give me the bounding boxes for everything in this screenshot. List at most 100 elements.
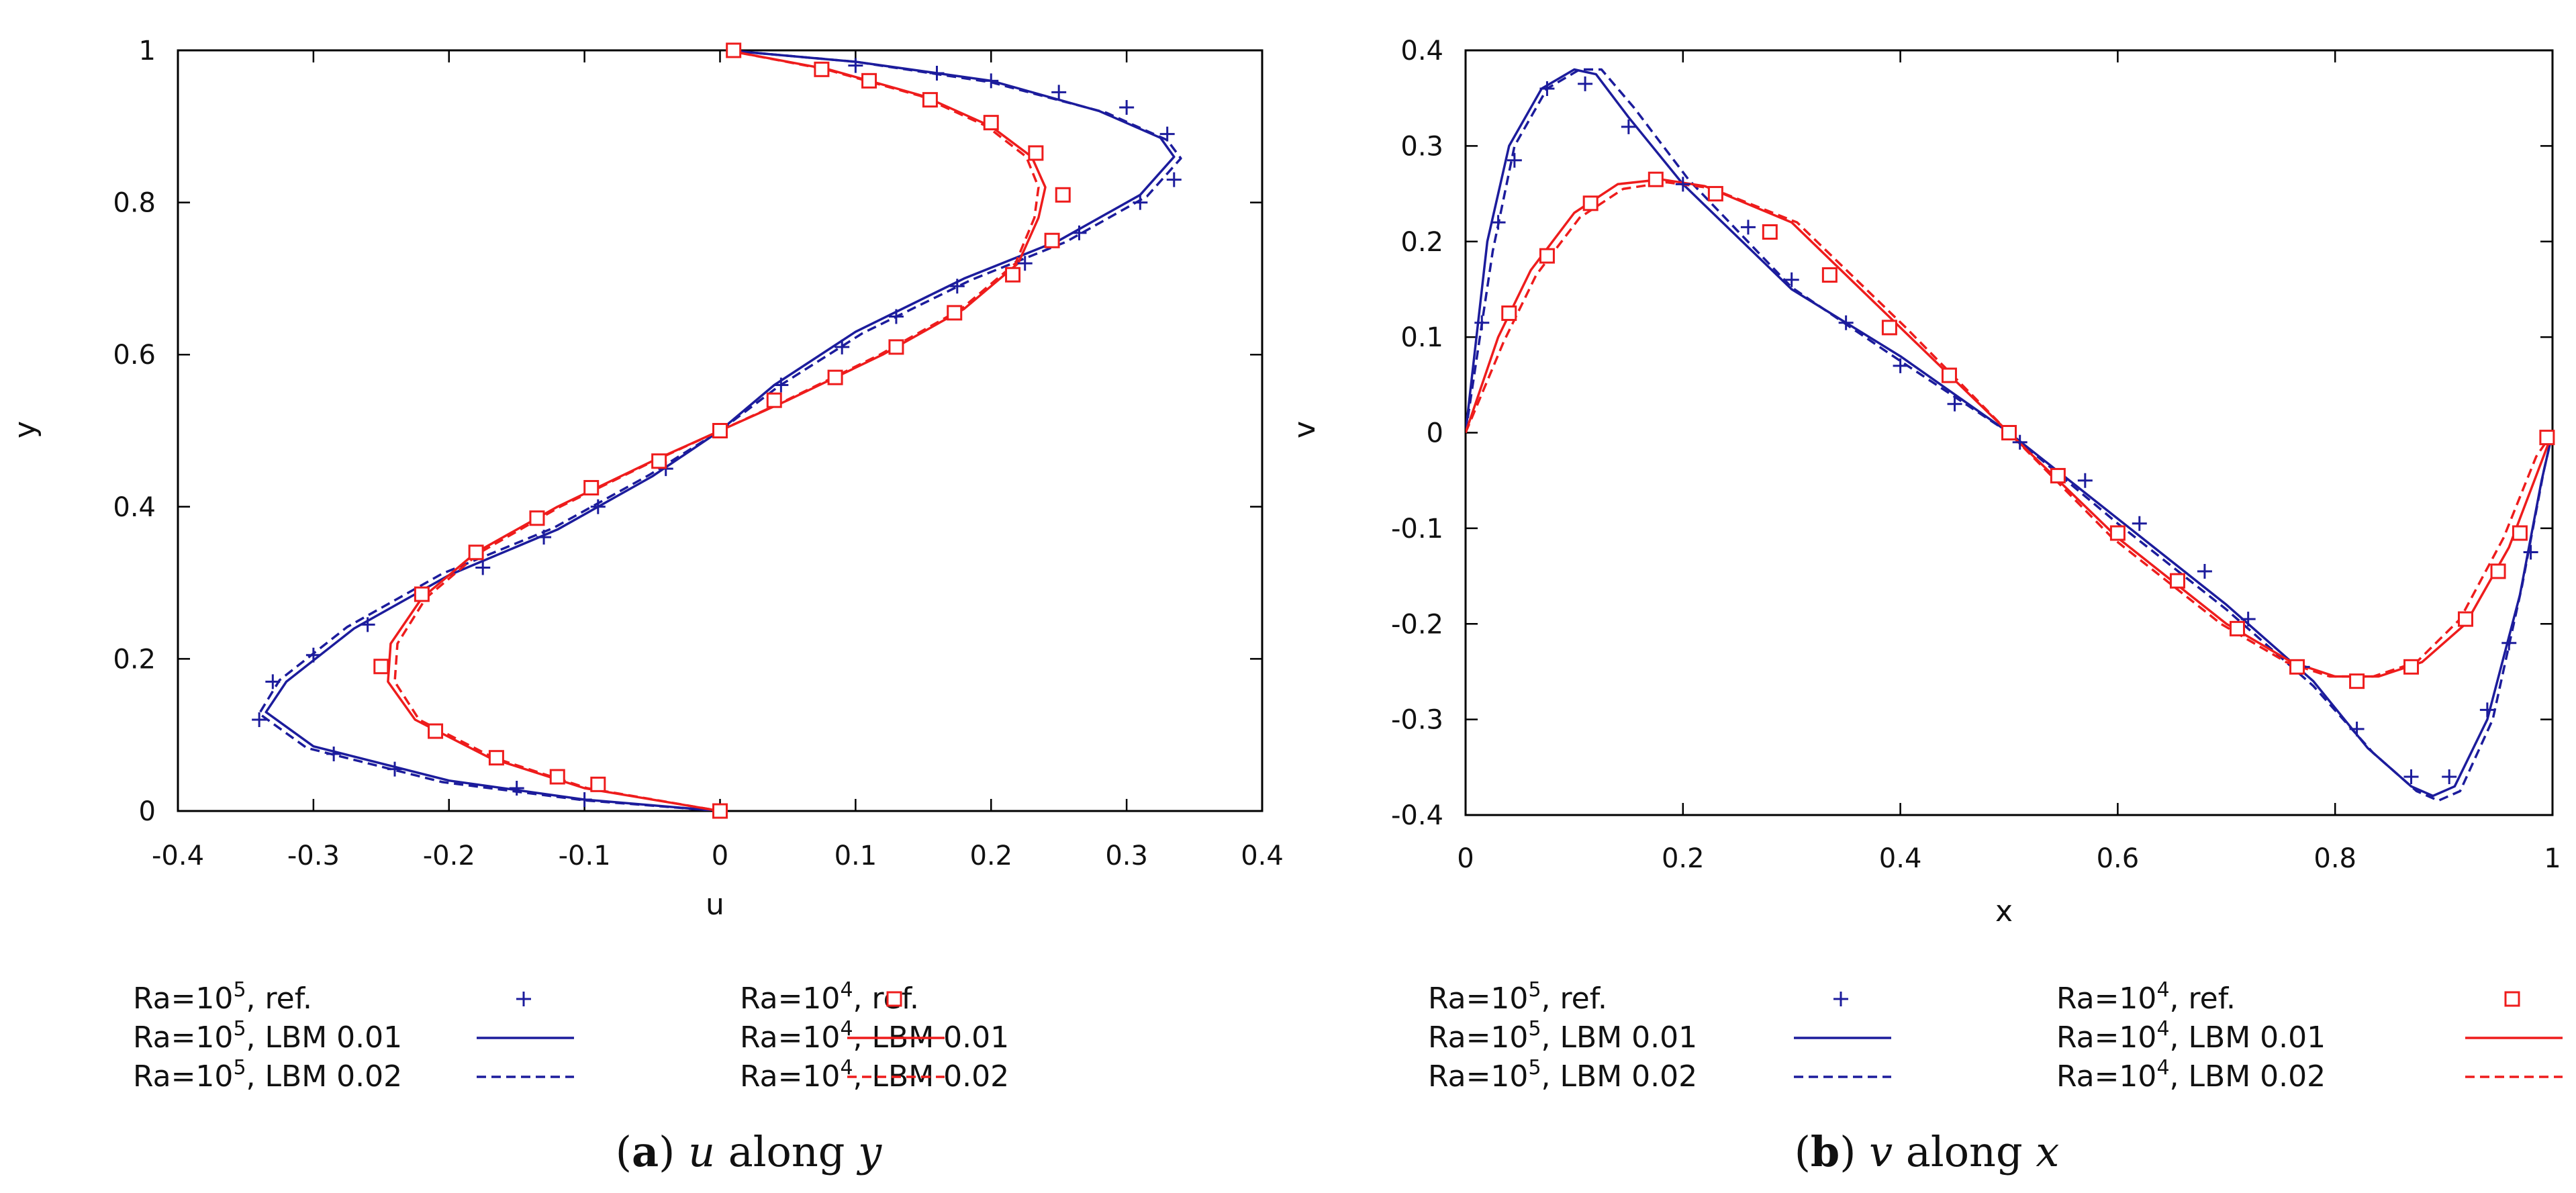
- legend-prefix: Ra=10: [740, 982, 840, 1016]
- x-tick-label: 0.8: [2313, 843, 2356, 874]
- series-ra-10-4-ref--point: [590, 776, 606, 792]
- legend-prefix: Ra=10: [133, 982, 233, 1016]
- series-ra-10-5-ref--point: [1051, 85, 1067, 100]
- series-ra-10-5-ref--point: [1947, 396, 1962, 412]
- caption-label: a: [632, 1127, 659, 1176]
- legend-exponent: 4: [2156, 1056, 2169, 1080]
- series-ra-10-4-ref--point: [2403, 659, 2420, 675]
- series-ra-10-5-ref--point: [984, 73, 999, 89]
- series-ra-10-5-ref--point: [1119, 99, 1135, 115]
- legend-suffix: , ref.: [1541, 982, 1607, 1016]
- x-tick-label: 0.2: [969, 841, 1012, 871]
- series-ra-10-4-ref--point: [888, 339, 904, 355]
- series-ra-10-5-lbm-0-02-line: [258, 50, 1182, 811]
- series-ra-10-4-ref--point: [827, 369, 843, 385]
- y-tick-label: -0.4: [1391, 800, 1443, 831]
- series-ra-10-5-ref--point: [1071, 225, 1087, 240]
- y-tick-label: -0.2: [1391, 609, 1443, 640]
- legend-suffix: , LBM 0.02: [853, 1059, 1010, 1094]
- series-ra-10-5-ref--point: [1838, 315, 1854, 330]
- series-ra-10-5-ref--point: [475, 560, 491, 575]
- series-ra-10-5-ref--point: [1166, 172, 1182, 187]
- series-ra-10-4-ref--point: [2539, 430, 2555, 446]
- legend-prefix: Ra=10: [740, 1020, 840, 1055]
- series-ra-10-4-lbm-0-02-line: [393, 50, 1040, 811]
- series-ra-10-5-lbm-0-01-line: [265, 50, 1176, 811]
- series-ra-10-4-ref--point: [549, 769, 565, 785]
- series-ra-10-5-ref--point: [2197, 563, 2212, 579]
- series-ra-10-5-ref--point: [773, 377, 789, 393]
- series-ra-10-4-lbm-0-01-line: [1466, 178, 2553, 678]
- series-ra-10-4-ref--point: [428, 723, 444, 739]
- series-ra-10-4-ref--point: [1005, 267, 1021, 283]
- series-ra-10-4-ref--point: [1582, 195, 1599, 211]
- legend-label: Ra=104, ref.: [2056, 978, 2236, 1016]
- panel-a-u-along-y: -0.4 -0.3 -0.2 -0.1 0 0.1 0.2 0.3 0.4 0 0.2 0.4 0.6 0…: [8, 36, 1284, 1176]
- panel-caption: (b) v along x: [1795, 1127, 2060, 1176]
- legend-suffix: , LBM 0.02: [246, 1059, 403, 1094]
- panel-b-v-along-x: 0 0.2 0.4 0.6 0.8 1 -0.4 -0.3 -0.2 -0.1 0 0.1 0.2 0.3…: [1288, 36, 2563, 1176]
- legend-square-symbol: [886, 991, 902, 1007]
- x-tick-label: 0.4: [1241, 841, 1284, 871]
- legend-suffix: , LBM 0.01: [2170, 1020, 2326, 1055]
- series-ra-10-5-ref--point: [265, 674, 281, 689]
- series-ra-10-5-ref--point: [1675, 177, 1690, 192]
- y-tick-label: -0.3: [1391, 705, 1443, 736]
- series-ra-10-5-ref--point: [1539, 81, 1555, 96]
- y-tick-label: 0.6: [113, 340, 156, 371]
- series-ra-10-4-ref--point: [1055, 187, 1071, 203]
- legend-suffix: , LBM 0.01: [1541, 1020, 1698, 1055]
- series-ra-10-4-ref--point: [1821, 267, 1838, 283]
- x-tick-label: 0.6: [2097, 843, 2140, 874]
- legend-exponent: 5: [1528, 1017, 1541, 1041]
- caption-open-paren: (: [616, 1127, 632, 1176]
- panel-caption: (a) u along y: [616, 1127, 882, 1176]
- series-ra-10-5-ref--point: [1017, 256, 1033, 271]
- series-ra-10-5-ref--point: [1490, 215, 1506, 230]
- caption-open-paren: (: [1795, 1127, 1811, 1176]
- series-ra-10-5-ref--point: [1784, 272, 1799, 287]
- y-tick-label: 0.8: [113, 188, 156, 219]
- legend-label: Ra=105, ref.: [1428, 978, 1607, 1016]
- legend-label: Ra=105, LBM 0.02: [133, 1056, 402, 1094]
- series-ra-10-5-ref--point: [848, 58, 863, 73]
- legend-label: Ra=104, LBM 0.02: [740, 1056, 1009, 1094]
- y-tick-label: 0: [139, 796, 156, 827]
- series-ra-10-5-ref--point: [888, 309, 904, 324]
- series-ra-10-4-ref--point: [1648, 171, 1664, 187]
- caption-axis: y: [856, 1127, 882, 1176]
- y-axis-label: v: [1288, 421, 1322, 438]
- legend-exponent: 4: [840, 1056, 853, 1080]
- x-tick-label: -0.3: [287, 841, 340, 871]
- series-ra-10-5-ref--point: [2403, 769, 2419, 785]
- legend-prefix: Ra=10: [133, 1020, 233, 1055]
- series-ra-10-5-ref--point: [2501, 635, 2517, 651]
- series-ra-10-4-ref--point: [529, 510, 545, 526]
- series-ra-10-4-ref--point: [1762, 224, 1778, 240]
- legend-plus-symbol: [1833, 992, 1848, 1006]
- y-tick-label: 1: [139, 36, 156, 66]
- x-tick-label: -0.2: [423, 841, 475, 871]
- legend-label: Ra=105, LBM 0.01: [133, 1017, 402, 1055]
- legend-label: Ra=105, ref.: [133, 978, 312, 1016]
- legend-exponent: 4: [840, 978, 853, 1002]
- series-ra-10-5-ref--point: [509, 781, 524, 796]
- legend-suffix: , LBM 0.02: [2170, 1059, 2326, 1094]
- series-ra-10-5-ref--point: [2077, 473, 2093, 488]
- series-ra-10-4-ref--point: [2109, 525, 2126, 541]
- legend-prefix: Ra=10: [740, 1059, 840, 1094]
- legend-prefix: Ra=10: [1428, 982, 1528, 1016]
- series-ra-10-4-ref--point: [2050, 468, 2066, 484]
- series-ra-10-5-ref--point: [929, 65, 945, 81]
- series-ra-10-4-ref--point: [1539, 248, 1555, 264]
- series-ra-10-4-ref--point: [2490, 563, 2506, 579]
- series-ra-10-4-ref--point: [1028, 145, 1044, 161]
- series-ra-10-5-ref--point: [1578, 76, 1593, 91]
- series-ra-10-4-ref--point: [583, 479, 600, 495]
- legend-prefix: Ra=10: [1428, 1020, 1528, 1055]
- y-tick-label: 0.3: [1400, 131, 1443, 162]
- legend-label: Ra=104, LBM 0.01: [740, 1017, 1009, 1055]
- x-tick-label: 0: [1457, 843, 1474, 874]
- y-tick-label: 0.4: [113, 492, 156, 523]
- y-tick-label: 0.4: [1400, 36, 1443, 66]
